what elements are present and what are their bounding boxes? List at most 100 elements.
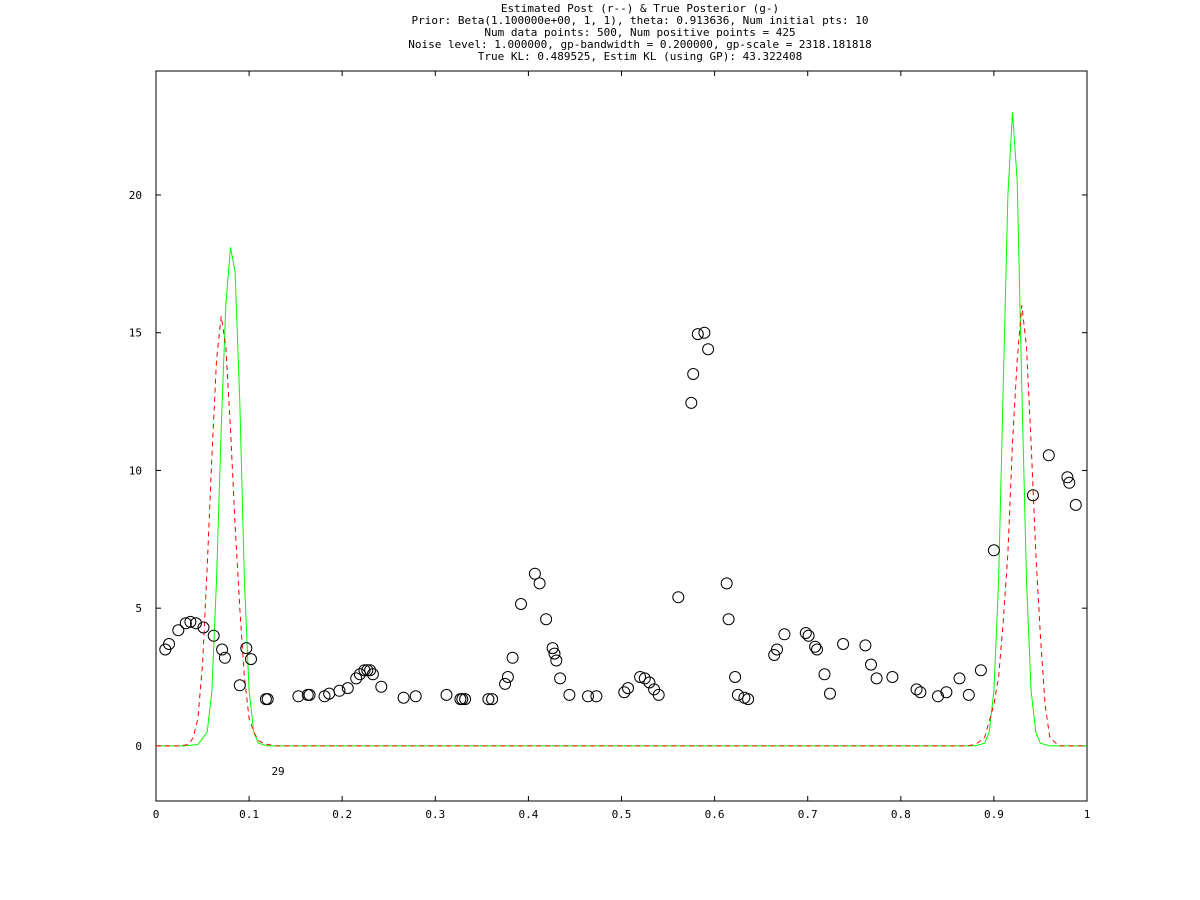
data-point: [207, 629, 220, 642]
data-point: [1063, 476, 1076, 489]
data-point: [987, 544, 1000, 557]
data-point: [811, 643, 823, 656]
data-point: [506, 651, 519, 664]
data-point: [303, 688, 316, 701]
data-point: [375, 680, 388, 693]
data-point: [859, 639, 872, 652]
estimated-posterior-curve: [156, 305, 1087, 747]
x-tick-label: 0.8: [891, 808, 911, 821]
x-tick-label: 0.7: [798, 808, 818, 821]
data-point: [865, 658, 877, 671]
y-tick-label: 0: [135, 740, 142, 753]
data-point: [184, 615, 197, 628]
data-point: [366, 668, 379, 681]
data-point: [233, 679, 246, 692]
data-point: [440, 688, 453, 701]
data-point: [350, 672, 363, 685]
data-point: [914, 686, 927, 699]
data-point: [1042, 449, 1055, 462]
title-line-4: Noise level: 1.000000, gp-bandwidth = 0.…: [408, 38, 872, 51]
data-point: [799, 627, 812, 639]
data-point: [974, 664, 987, 677]
data-point: [499, 677, 512, 690]
data-point: [691, 328, 704, 341]
data-point: [802, 629, 815, 642]
x-tick-label: 1: [1084, 808, 1091, 821]
data-point: [672, 591, 685, 604]
data-point: [729, 671, 742, 683]
data-point: [824, 687, 836, 700]
x-tick-label: 0.4: [518, 808, 538, 821]
title-line-1: Estimated Post (r--) & True Posterior (g…: [501, 2, 779, 15]
data-point: [548, 647, 561, 660]
data-point: [634, 671, 647, 683]
data-point: [218, 651, 231, 664]
data-point: [172, 624, 185, 637]
data-point: [409, 690, 422, 703]
data-point: [771, 643, 783, 656]
data-point: [932, 690, 944, 703]
data-points: [159, 326, 1082, 706]
data-point: [953, 672, 966, 685]
data-point: [940, 686, 953, 699]
axis-ticks: [155, 71, 1088, 801]
data-point: [685, 396, 698, 409]
x-tick-label: 0.1: [239, 808, 259, 821]
data-point: [618, 686, 631, 699]
x-tick-label: 0: [153, 808, 160, 821]
data-point: [886, 671, 899, 683]
data-point: [837, 638, 850, 650]
data-point: [652, 688, 665, 701]
x-tick-label: 0.2: [332, 808, 352, 821]
data-point: [190, 617, 202, 630]
data-point: [1069, 498, 1082, 511]
data-point: [778, 628, 791, 641]
data-point: [582, 690, 594, 703]
data-point: [818, 668, 831, 681]
data-point: [197, 621, 210, 634]
data-point: [722, 613, 735, 626]
data-point: [622, 682, 634, 695]
data-point: [1027, 489, 1039, 502]
data-point: [501, 671, 514, 683]
data-point: [590, 690, 603, 703]
data-point: [1061, 471, 1074, 484]
data-point: [809, 640, 822, 653]
data-point: [528, 567, 541, 580]
data-point: [546, 642, 559, 655]
y-tick-label: 20: [129, 189, 142, 202]
data-point: [742, 693, 755, 706]
x-tick-label: 0.3: [425, 808, 445, 821]
x-tick-label: 0.9: [984, 808, 1004, 821]
data-point: [550, 654, 563, 667]
annotations: 29: [271, 765, 284, 778]
data-point: [333, 684, 346, 697]
x-tick-label: 0.5: [612, 808, 632, 821]
chart-title: Estimated Post (r--) & True Posterior (g…: [408, 2, 872, 63]
data-point: [687, 368, 700, 380]
data-point: [698, 326, 711, 339]
data-point: [261, 693, 274, 706]
data-point: [554, 672, 567, 685]
title-line-2: Prior: Beta(1.100000e+00, 1, 1), theta: …: [412, 14, 869, 27]
data-point: [459, 693, 472, 706]
annotation-label: 29: [271, 765, 284, 778]
x-tick-label: 0.6: [705, 808, 725, 821]
data-point: [702, 343, 715, 356]
data-point: [720, 577, 733, 590]
data-point: [638, 672, 651, 685]
data-point: [245, 653, 257, 666]
data-point: [353, 668, 366, 681]
data-point: [768, 649, 781, 661]
data-point: [643, 676, 656, 689]
data-point: [533, 577, 546, 590]
data-point: [563, 688, 576, 701]
data-point: [482, 693, 495, 706]
data-point: [397, 691, 410, 704]
data-point: [540, 613, 553, 626]
data-point: [179, 617, 192, 630]
y-tick-label: 5: [135, 602, 142, 615]
true-posterior-curve: [156, 112, 1087, 747]
